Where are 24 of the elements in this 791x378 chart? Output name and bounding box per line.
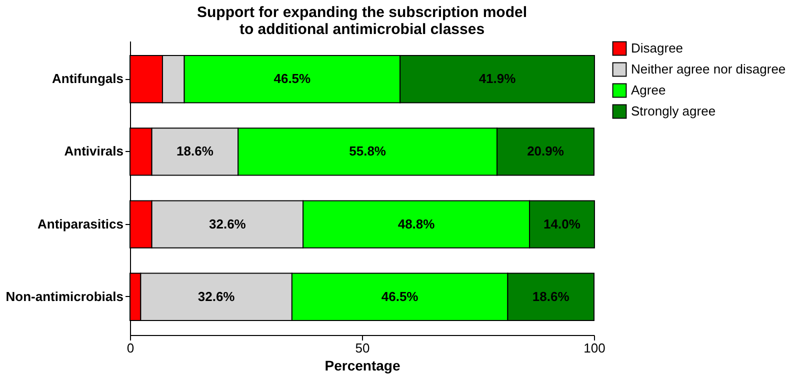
chart-title: Support for expanding the subscription model to additional antimicrobial classes	[196, 4, 528, 38]
x-tick-label: 50	[355, 340, 370, 356]
y-tick-label: Antifungals	[52, 71, 124, 86]
data-label: 18.6%	[176, 144, 214, 159]
data-label: 46.5%	[274, 71, 312, 86]
x-axis-title: Percentage	[324, 358, 400, 374]
data-label: 20.9%	[527, 144, 564, 159]
data-label: 32.6%	[198, 288, 236, 304]
legend-label: Agree	[631, 82, 666, 98]
data-label: 18.6%	[532, 288, 570, 304]
x-tick-label: 100	[584, 340, 606, 356]
y-tick-label: Antiparasitics	[38, 216, 124, 232]
y-tick-label: Non-antimicrobials	[6, 288, 124, 304]
data-label: 55.8%	[349, 144, 386, 159]
data-label: 41.9%	[478, 71, 516, 86]
legend-label: Disagree	[631, 40, 684, 56]
y-tick-label: Antivirals	[64, 144, 124, 159]
legend-label: Neither agree nor disagree	[631, 62, 786, 76]
legend-label: Strongly agree	[631, 104, 716, 118]
data-label: 32.6%	[209, 216, 246, 232]
data-label: 14.0%	[544, 216, 581, 232]
data-label: 46.5%	[381, 288, 419, 304]
data-label: 48.8%	[398, 216, 436, 232]
x-tick-label: 0	[126, 340, 134, 356]
